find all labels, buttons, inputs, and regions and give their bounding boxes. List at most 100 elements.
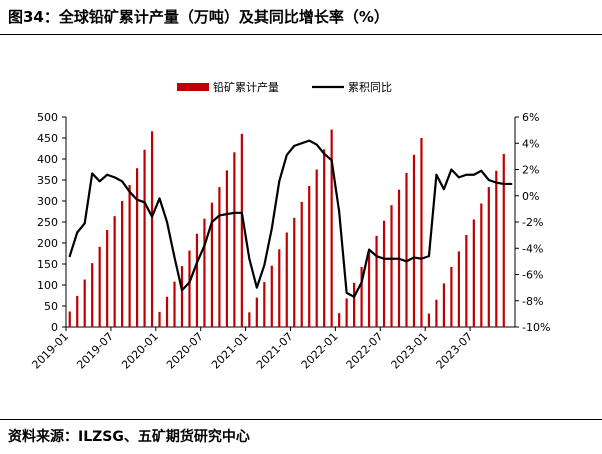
x-tick-label: 2023-01 [389, 330, 431, 372]
bar-2023-04 [450, 266, 453, 327]
x-tick-label: 2020-07 [164, 330, 206, 372]
bar-2022-04 [360, 266, 363, 327]
bar-2022-10 [405, 172, 408, 327]
bar-2021-08 [300, 201, 303, 327]
bar-2021-02 [255, 297, 258, 327]
legend-bar-swatch [177, 83, 209, 91]
bar-2019-06 [106, 229, 109, 327]
y-right-tick-label: 2% [522, 164, 539, 177]
bar-2019-08 [121, 201, 124, 327]
bar-2019-01 [68, 311, 71, 327]
bar-2023-07 [472, 219, 475, 327]
bar-2023-09 [487, 187, 490, 327]
chart-title: 图34：全球铅矿累计产量（万吨）及其同比增长率（%） [8, 8, 389, 26]
x-tick-label: 2019-07 [74, 330, 116, 372]
y-right-tick-label: -8% [522, 295, 543, 308]
y-right-tick-label: 6% [522, 111, 539, 124]
bar-2021-01 [248, 312, 251, 327]
bar-2022-08 [390, 205, 393, 327]
bar-2023-03 [442, 283, 446, 327]
bar-2021-06 [285, 232, 288, 327]
bar-2019-09 [128, 185, 131, 327]
y-left-tick-label: 100 [37, 279, 58, 292]
bar-2023-06 [465, 235, 468, 327]
bar-2021-07 [293, 217, 296, 327]
bar-2023-11 [502, 153, 505, 327]
y-left-tick-label: 0 [51, 321, 58, 334]
bar-2020-08 [210, 202, 214, 327]
y-right-tick-label: 0% [522, 190, 539, 203]
bar-2020-03 [173, 281, 176, 327]
y-right-tick-label: -10% [522, 321, 550, 334]
header-rule [0, 34, 602, 35]
bar-2021-04 [270, 265, 273, 327]
bar-2020-09 [218, 187, 221, 327]
x-tick-label: 2019-01 [29, 330, 71, 372]
source-note: 资料来源：ILZSG、五矿期货研究中心 [8, 429, 250, 445]
bar-2019-07 [113, 216, 116, 327]
bar-2021-03 [263, 282, 266, 327]
bar-2022-05 [367, 251, 371, 327]
bar-2019-11 [143, 149, 146, 327]
y-left-tick-label: 150 [37, 258, 58, 271]
y-left-tick-label: 200 [37, 237, 58, 250]
y-left-tick-label: 250 [37, 216, 58, 229]
y-right-tick-label: -2% [522, 216, 543, 229]
bar-2019-05 [98, 246, 101, 327]
y-right-tick-label: -4% [522, 242, 543, 255]
bar-2023-10 [495, 170, 498, 327]
bar-2021-05 [278, 249, 281, 327]
x-tick-label: 2021-01 [209, 330, 251, 372]
bar-2019-12 [150, 131, 154, 327]
footer-rule [0, 419, 602, 420]
bar-2019-10 [135, 168, 139, 327]
y-left-tick-label: 450 [37, 132, 58, 145]
line-series [68, 139, 513, 298]
x-tick-label: 2022-07 [344, 330, 386, 372]
bar-2022-06 [375, 235, 378, 327]
bar-2020-10 [225, 170, 228, 327]
bar-2022-11 [412, 154, 416, 327]
bar-2023-08 [480, 203, 483, 327]
y-right-tick-label: 4% [522, 137, 539, 150]
bar-2022-07 [382, 220, 386, 327]
bar-2023-01 [427, 313, 431, 327]
bar-2020-11 [233, 152, 236, 327]
bar-2020-02 [165, 296, 169, 327]
bar-2020-07 [203, 218, 206, 327]
bar-2022-02 [345, 298, 348, 327]
bar-2021-10 [315, 169, 318, 327]
y-left-tick-label: 350 [37, 174, 58, 187]
y-left-tick-label: 50 [44, 300, 58, 313]
y-left-tick-label: 500 [37, 111, 58, 124]
bar-2020-05 [188, 250, 191, 327]
x-tick-label: 2023-07 [434, 330, 476, 372]
bar-2020-12 [240, 133, 243, 327]
bar-2022-03 [353, 282, 356, 327]
bar-2023-05 [457, 251, 460, 327]
y-right-tick-label: -6% [522, 269, 543, 282]
legend-line-label: 累积同比 [348, 81, 392, 94]
bar-2019-04 [91, 263, 94, 327]
y-left-tick-label: 400 [37, 153, 58, 166]
bar-series [68, 129, 505, 327]
bar-2022-01 [338, 313, 341, 327]
x-tick-label: 2022-01 [299, 330, 341, 372]
y-left-tick-label: 300 [37, 195, 58, 208]
bar-2021-12 [330, 129, 333, 327]
line-cumulative-yoy [68, 139, 513, 298]
bar-2022-12 [420, 138, 423, 327]
bar-2020-01 [158, 311, 161, 327]
bar-2019-02 [76, 295, 79, 327]
bar-2019-03 [83, 279, 86, 327]
legend-bar-label: 铅矿累计产量 [213, 80, 279, 94]
x-tick-label: 2020-01 [119, 330, 161, 372]
bar-2020-06 [195, 233, 199, 327]
chart-legend: 铅矿累计产量 累积同比 [177, 80, 392, 94]
bar-2021-11 [323, 149, 326, 327]
x-tick-label: 2021-07 [254, 330, 296, 372]
bar-2021-09 [308, 185, 311, 327]
bar-2020-04 [180, 266, 184, 327]
bar-2023-02 [435, 299, 438, 327]
